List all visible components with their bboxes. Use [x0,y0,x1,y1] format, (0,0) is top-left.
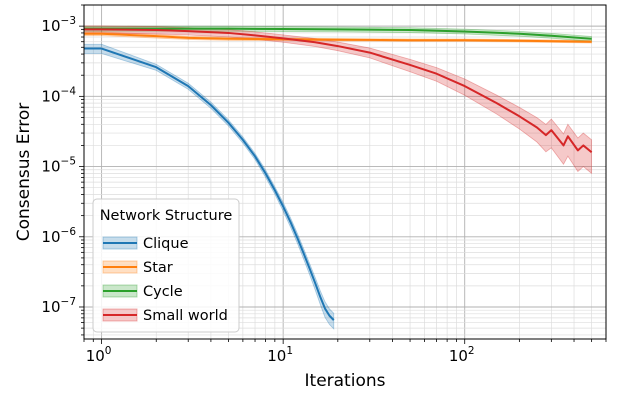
cycle-line [84,27,592,40]
x-tick-label: 100 [86,345,112,365]
legend: Network Structure Clique Star Cycle Small w… [92,198,240,333]
small-world-line [84,28,593,154]
y-tick-label: 10−3 [41,15,76,35]
y-tick-label: 10−7 [41,296,76,316]
legend-title: Network Structure [100,208,233,224]
star-legend-label: Star [143,260,173,276]
plot-frame [83,4,607,340]
y-tick-label: 10−6 [41,226,76,246]
y-axis-label: Consensus Error [14,103,34,241]
clique-line [84,47,335,321]
x-axis-label: Iterations [305,371,386,391]
cycle-legend-label: Cycle [143,284,183,300]
series-lines [84,27,593,321]
y-tick-label: 10−4 [41,85,76,105]
small-world-legend-label: Small world [143,308,228,324]
legend-items: Clique Star Cycle Small world [102,236,228,324]
x-tick-label: 101 [267,345,293,365]
x-tick-label: 102 [449,345,475,365]
clique-band [84,43,335,330]
clique-legend-label: Clique [143,236,189,252]
legend-box [92,198,240,333]
y-tick-label: 10−5 [41,156,76,176]
